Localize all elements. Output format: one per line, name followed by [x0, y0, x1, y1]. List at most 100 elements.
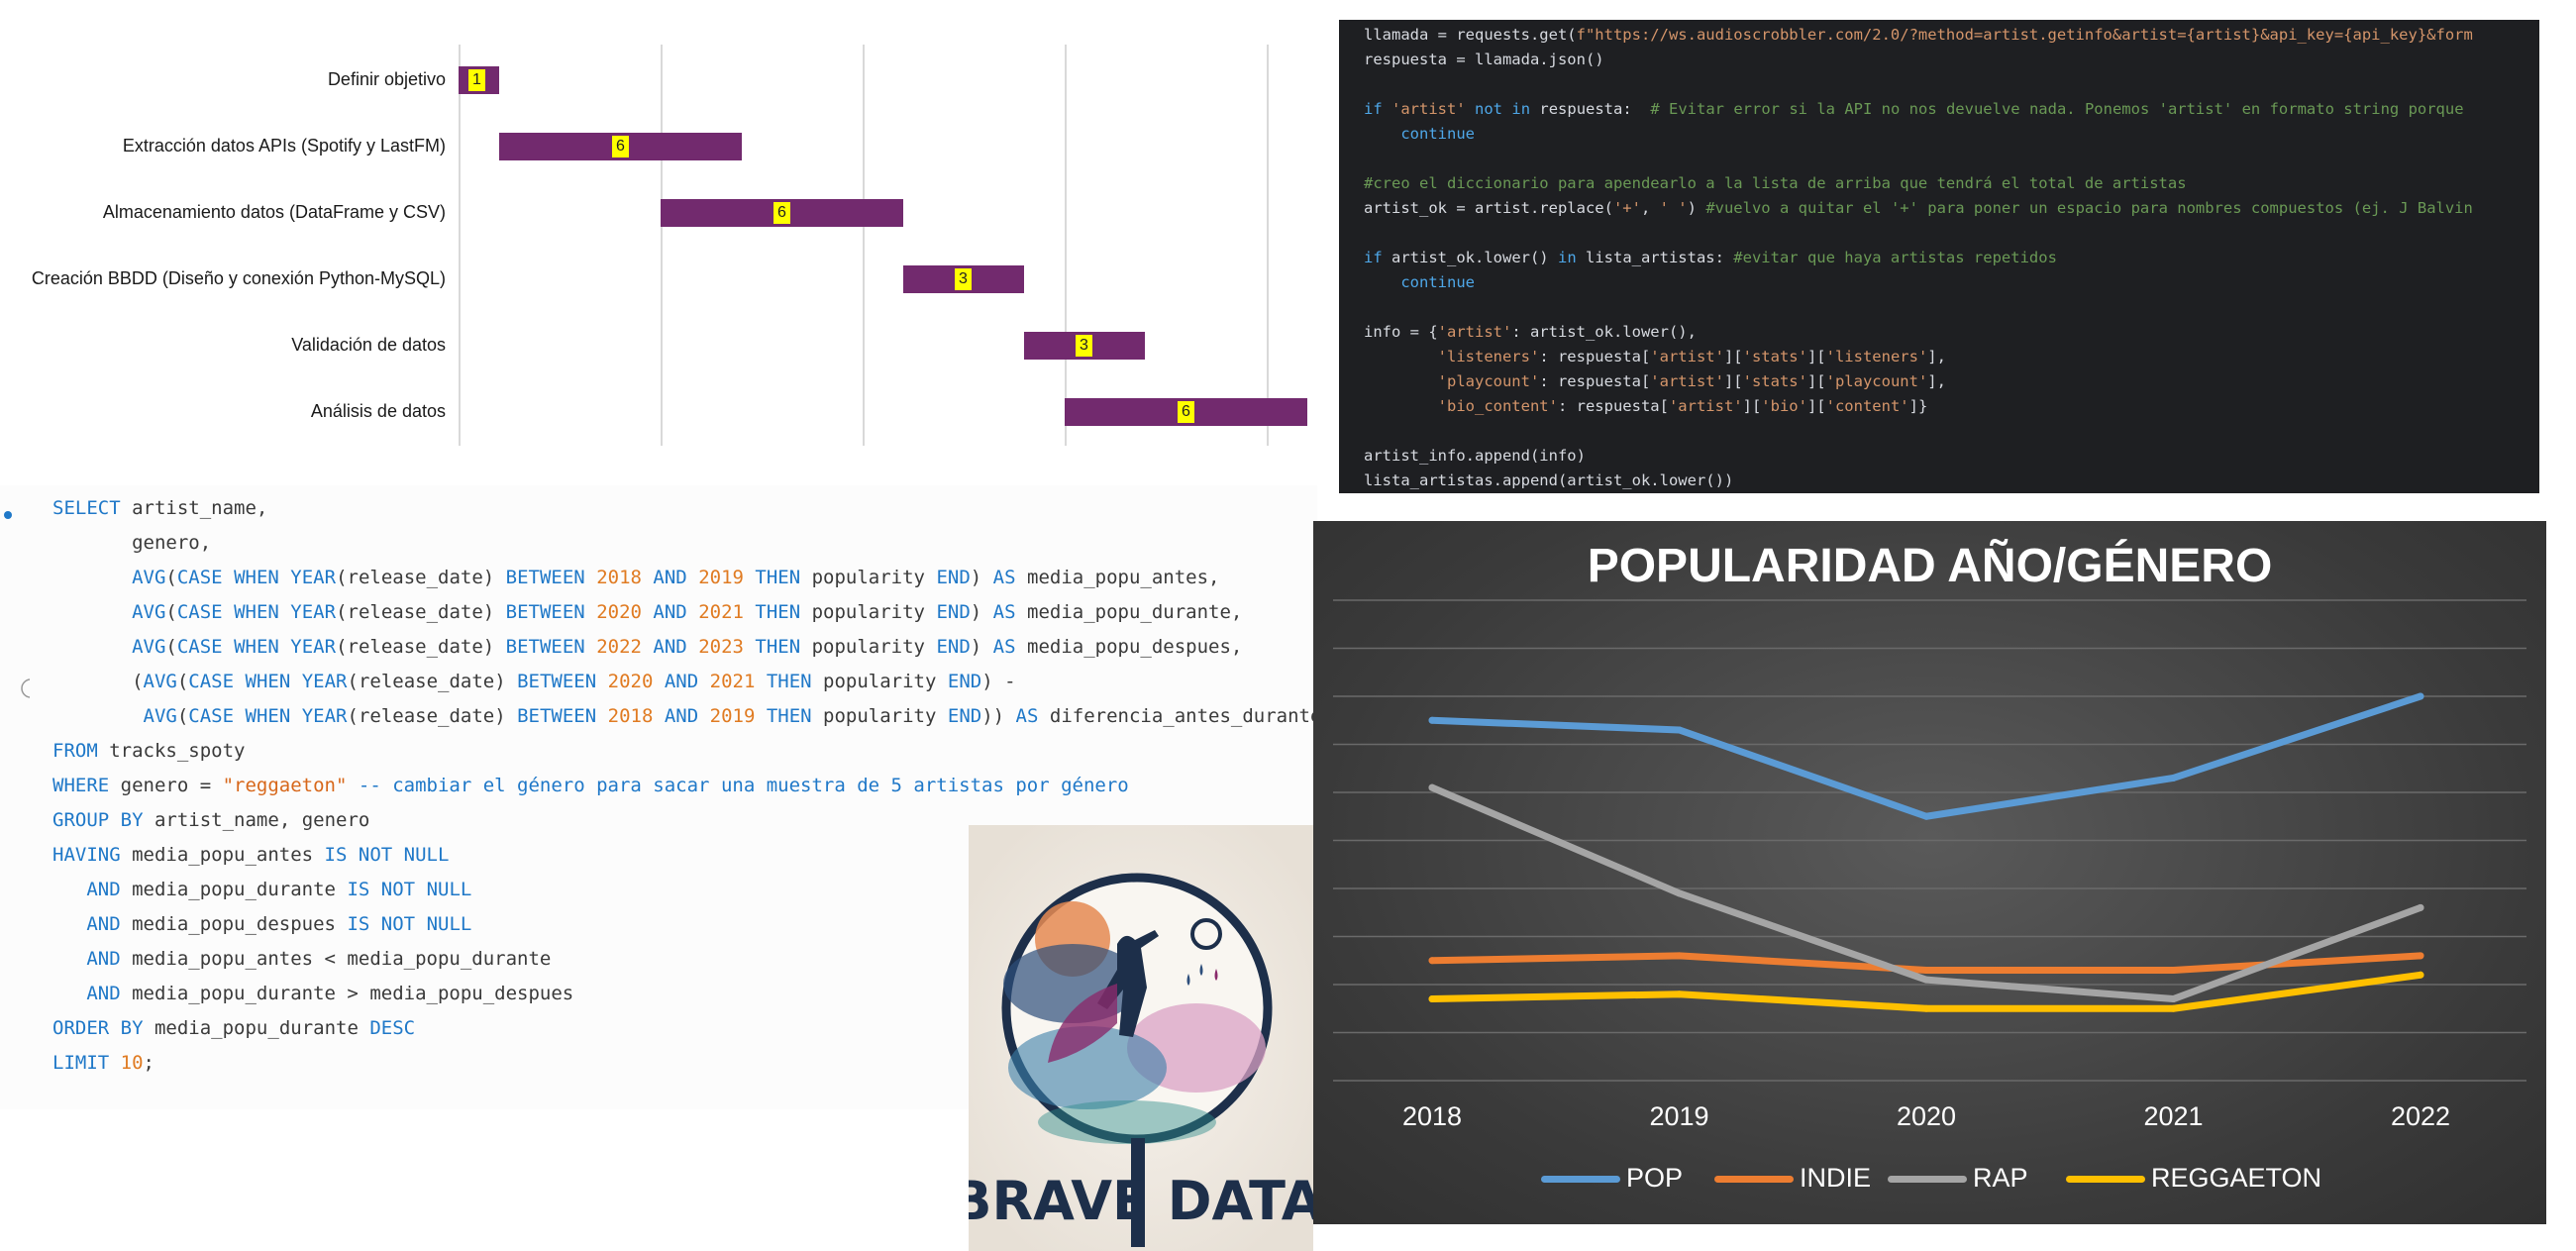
sql-code-line: AND media_popu_antes < media_popu_durant… [86, 948, 552, 970]
legend-item-pop: POP [1541, 1163, 1683, 1194]
data-point-indie [1428, 957, 1436, 965]
sql-code-line: WHERE genero = "reggaeton" -- cambiar el… [52, 775, 1129, 796]
sql-code-line: AND media_popu_despues IS NOT NULL [86, 913, 472, 935]
data-point-reggaeton [2170, 1004, 2177, 1012]
sql-code-line: AVG(CASE WHEN YEAR(release_date) BETWEEN… [132, 636, 1243, 658]
breakpoint-icon [4, 511, 12, 519]
sql-code-line: FROM tracks_spoty [52, 740, 246, 762]
sql-code-line: AND media_popu_durante > media_popu_desp… [86, 983, 574, 1004]
gantt-bar-duration: 1 [468, 69, 485, 91]
sql-code-line: genero, [52, 532, 212, 554]
gantt-task-label: Definir objetivo [327, 69, 446, 89]
gantt-bar: 6 [1065, 398, 1307, 426]
data-point-pop [1922, 812, 1930, 820]
gantt-task-label: Extracción datos APIs (Spotify y LastFM) [122, 136, 446, 156]
data-point-indie [1922, 966, 1930, 974]
legend-item-reggaeton: REGGAETON [2066, 1163, 2321, 1194]
magnifier-handle [1131, 1138, 1145, 1247]
sql-code-line: GROUP BY artist_name, genero [52, 809, 370, 831]
x-tick-label: 2022 [2391, 1101, 2450, 1131]
gantt-gridline [661, 45, 663, 446]
gantt-bar: 6 [499, 133, 742, 160]
python-code-line: if 'artist' not in respuesta: # Evitar e… [1364, 100, 2464, 118]
data-point-reggaeton [1676, 990, 1683, 998]
chart-title: POPULARIDAD AÑO/GÉNERO [1587, 540, 2273, 592]
data-point-reggaeton [1428, 995, 1436, 1003]
legend-label: POP [1626, 1163, 1684, 1193]
legend-swatch [1888, 1176, 1967, 1184]
legend-item-rap: RAP [1888, 1163, 2028, 1194]
gantt-gridline [1065, 45, 1067, 446]
data-point-rap [1676, 889, 1683, 897]
gantt-bar: 3 [903, 265, 1024, 293]
gantt-bar-duration: 6 [612, 136, 629, 157]
legend-swatch [1714, 1176, 1794, 1184]
legend-swatch [2066, 1176, 2145, 1184]
gantt-gridline [1267, 45, 1269, 446]
python-code-line: 'playcount': respuesta['artist']['stats'… [1437, 372, 1946, 390]
gantt-task-label: Análisis de datos [310, 401, 446, 421]
python-code-line: artist_ok = artist.replace('+', ' ') #vu… [1364, 199, 2473, 217]
python-code-line: 'bio_content': respuesta['artist']['bio'… [1437, 397, 1928, 415]
data-point-indie [2170, 966, 2177, 974]
sql-code-line: AVG(CASE WHEN YEAR(release_date) BETWEEN… [132, 567, 1220, 588]
gantt-task-label: Almacenamiento datos (DataFrame y CSV) [102, 202, 446, 222]
python-code-line: continue [1400, 125, 1475, 143]
data-point-indie [2417, 952, 2424, 960]
logo-text: BRAVE DATA [969, 1170, 1313, 1232]
sql-code-line: ORDER BY media_popu_durante DESC [52, 1017, 416, 1039]
python-code-line: lista_artistas.append(artist_ok.lower()) [1364, 471, 1734, 489]
data-point-pop [2417, 692, 2424, 700]
data-point-rap [2417, 903, 2424, 911]
x-tick-label: 2019 [1649, 1101, 1708, 1131]
python-code-line: info = {'artist': artist_ok.lower(), [1364, 323, 1697, 341]
sql-code-line: AVG(CASE WHEN YEAR(release_date) BETWEEN… [132, 601, 1243, 623]
gantt-bar: 1 [459, 66, 499, 94]
gantt-bar-duration: 6 [1178, 401, 1194, 423]
logo-illustration: BRAVE DATA [969, 825, 1313, 1251]
legend-label: REGGAETON [2151, 1163, 2322, 1193]
data-point-rap [2170, 995, 2177, 1003]
sql-code-line: LIMIT 10; [52, 1052, 155, 1074]
legend-item-indie: INDIE [1714, 1163, 1871, 1194]
popularity-line-chart: POPULARIDAD AÑO/GÉNERO 2018 2019 2020 2021 2… [1313, 521, 2546, 1224]
python-code-line: if artist_ok.lower() in lista_artistas: … [1364, 249, 2057, 266]
gantt-chart: Definir objetivo 1 Extracción datos APIs… [0, 0, 1327, 466]
series-line-pop [1428, 692, 2424, 820]
x-tick-label: 2018 [1402, 1101, 1462, 1131]
editor-gutter [4, 511, 30, 698]
data-point-reggaeton [2417, 971, 2424, 979]
x-tick-label: 2020 [1897, 1101, 1956, 1131]
gantt-gridline [863, 45, 865, 446]
sql-code-line: SELECT artist_name, [52, 497, 268, 519]
sql-code-line: HAVING media_popu_antes IS NOT NULL [52, 844, 450, 866]
brave-data-logo: BRAVE DATA [969, 825, 1313, 1251]
gantt-bar-duration: 3 [955, 268, 972, 290]
sql-code-editor: SELECT artist_name, genero, AVG(CASE WHE… [0, 485, 1317, 1109]
legend-label: INDIE [1800, 1163, 1872, 1193]
python-code-line: respuesta = llamada.json() [1364, 51, 1604, 68]
gantt-bar: 3 [1024, 332, 1145, 360]
python-code-line: continue [1400, 273, 1475, 291]
legend-swatch [1541, 1176, 1620, 1184]
fold-icon[interactable] [21, 678, 30, 698]
sql-code-line: (AVG(CASE WHEN YEAR(release_date) BETWEE… [52, 671, 1016, 692]
gantt-task-label: Creación BBDD (Diseño y conexión Python-… [31, 268, 446, 288]
gantt-bar-duration: 6 [773, 202, 790, 224]
gantt-bar: 6 [661, 199, 903, 227]
data-point-reggaeton [1922, 1004, 1930, 1012]
data-point-pop [1428, 716, 1436, 724]
python-code-editor: llamada = requests.get(f"https://ws.audi… [1339, 20, 2539, 493]
data-point-indie [1676, 952, 1683, 960]
python-code-line: artist_info.append(info) [1364, 447, 1586, 465]
data-point-pop [2170, 774, 2177, 782]
sql-code-line: AVG(CASE WHEN YEAR(release_date) BETWEEN… [143, 705, 1317, 727]
data-point-rap [1922, 976, 1930, 984]
chart-plot: 2018 2019 2020 2021 2022 [1333, 599, 2526, 1131]
gantt-gridline [459, 45, 461, 446]
gantt-bar-duration: 3 [1076, 335, 1092, 357]
figure-silhouette [1097, 930, 1159, 1037]
data-point-pop [1676, 726, 1683, 734]
sql-code-line: AND media_popu_durante IS NOT NULL [86, 879, 472, 900]
python-code-line: llamada = requests.get(f"https://ws.audi… [1364, 26, 2473, 44]
